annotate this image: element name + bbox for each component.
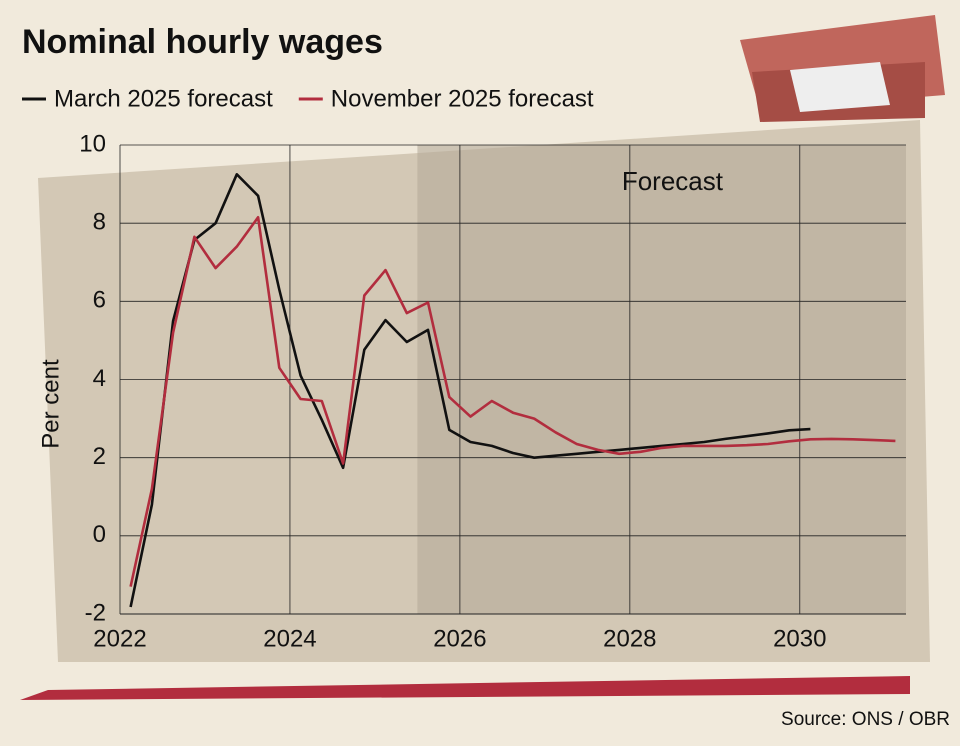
y-tick-label: 8 bbox=[93, 209, 106, 236]
briefcase-icon bbox=[740, 15, 945, 122]
source: Source: ONS / OBR bbox=[781, 709, 950, 730]
y-tick-label: 4 bbox=[93, 365, 106, 392]
forecast-label: Forecast bbox=[622, 166, 724, 196]
y-tick-label: 2 bbox=[93, 443, 106, 470]
chart-title: Nominal hourly wages bbox=[22, 23, 383, 61]
x-tick-label: 2024 bbox=[263, 625, 316, 652]
y-tick-label: 10 bbox=[79, 130, 106, 157]
legend-entry: March 2025 forecast bbox=[54, 85, 273, 112]
x-tick-label: 2030 bbox=[773, 625, 826, 652]
decor-band bbox=[20, 676, 910, 700]
x-tick-label: 2022 bbox=[93, 625, 146, 652]
series-line bbox=[129, 216, 896, 587]
series-line bbox=[129, 173, 811, 608]
legend-entry: November 2025 forecast bbox=[331, 85, 594, 112]
y-axis-label: Per cent bbox=[37, 359, 64, 449]
y-tick-label: 0 bbox=[93, 521, 106, 548]
x-tick-label: 2026 bbox=[433, 625, 486, 652]
x-tick-label: 2028 bbox=[603, 625, 656, 652]
y-tick-label: 6 bbox=[93, 287, 106, 314]
y-tick-label: -2 bbox=[85, 599, 106, 626]
